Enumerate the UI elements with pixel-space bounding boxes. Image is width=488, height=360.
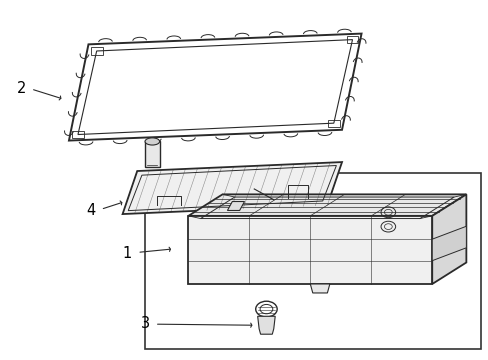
Polygon shape: [188, 216, 431, 284]
Polygon shape: [188, 194, 466, 216]
Polygon shape: [227, 202, 244, 211]
Text: 4: 4: [86, 203, 96, 218]
Text: 1: 1: [122, 246, 132, 261]
Bar: [346, 36, 358, 43]
Bar: [91, 48, 102, 55]
Bar: [72, 131, 83, 138]
Polygon shape: [257, 316, 275, 334]
Polygon shape: [431, 194, 466, 284]
Bar: [327, 120, 339, 127]
Polygon shape: [310, 284, 329, 293]
Polygon shape: [145, 141, 159, 167]
Polygon shape: [431, 226, 466, 261]
Polygon shape: [122, 162, 341, 214]
Ellipse shape: [145, 138, 159, 145]
Text: 3: 3: [141, 316, 150, 331]
Bar: [144, 173, 480, 348]
Text: 2: 2: [17, 81, 26, 96]
